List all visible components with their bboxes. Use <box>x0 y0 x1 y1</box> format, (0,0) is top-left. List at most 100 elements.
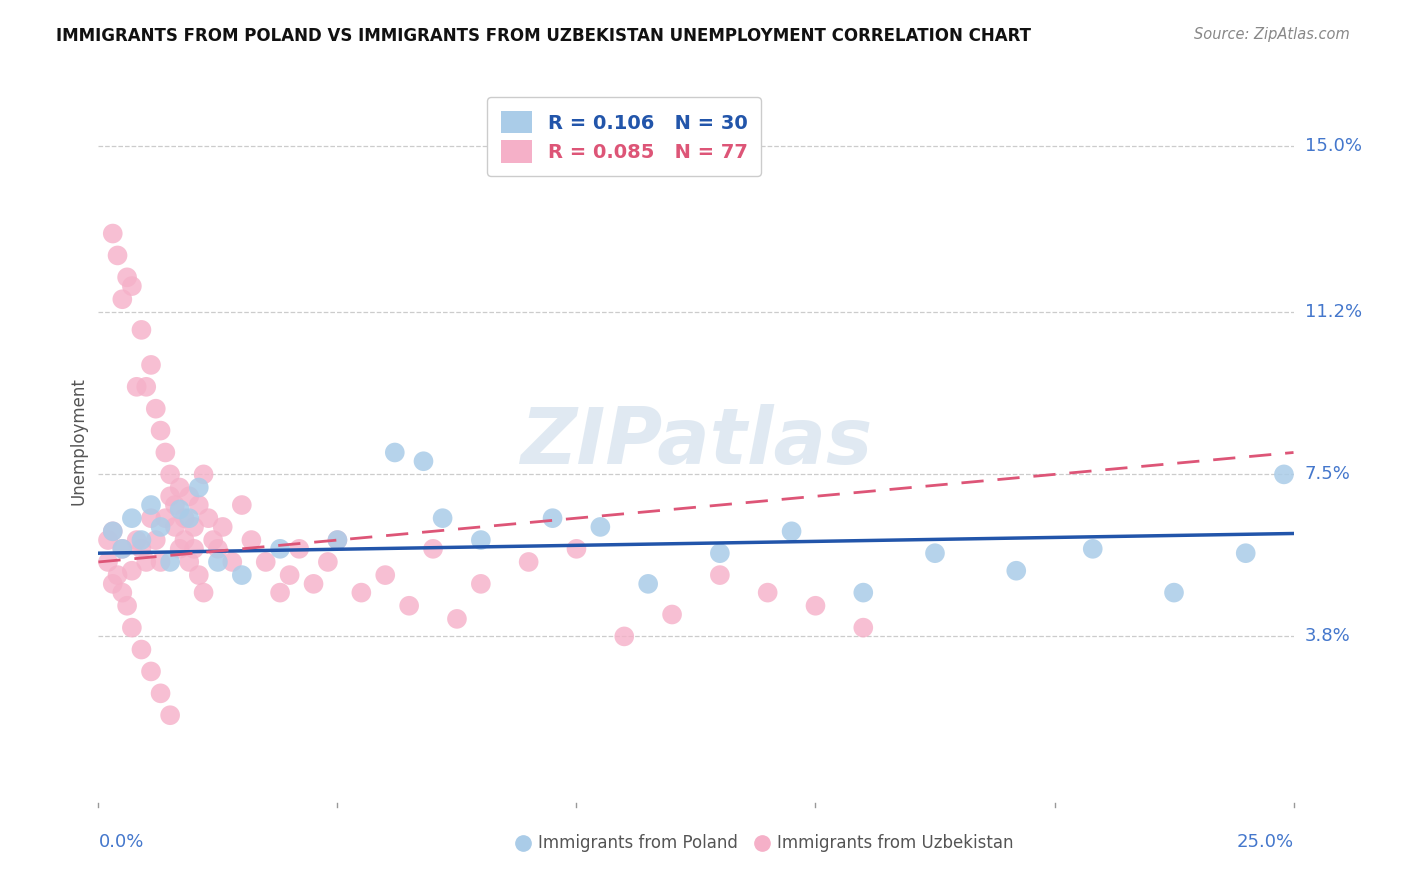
Point <box>149 424 172 438</box>
Point <box>163 498 186 512</box>
Point <box>565 541 588 556</box>
Point <box>125 380 148 394</box>
Point <box>398 599 420 613</box>
Point <box>107 568 129 582</box>
Point <box>278 568 301 582</box>
Y-axis label: Unemployment: Unemployment <box>69 377 87 506</box>
Point <box>169 502 191 516</box>
Point <box>613 629 636 643</box>
Point <box>1005 564 1028 578</box>
Point <box>231 498 253 512</box>
Text: ZIPatlas: ZIPatlas <box>520 403 872 480</box>
Text: Immigrants from Uzbekistan: Immigrants from Uzbekistan <box>778 833 1014 852</box>
Point <box>149 520 172 534</box>
Point <box>924 546 946 560</box>
Point <box>432 511 454 525</box>
Point <box>187 481 209 495</box>
Point <box>111 541 134 556</box>
Point <box>173 511 195 525</box>
Point <box>169 481 191 495</box>
Text: 15.0%: 15.0% <box>1305 137 1361 155</box>
Point <box>115 599 138 613</box>
Point <box>240 533 263 547</box>
Point <box>470 577 492 591</box>
Point <box>149 555 172 569</box>
Point <box>709 568 731 582</box>
Point <box>288 541 311 556</box>
Point <box>145 533 167 547</box>
Point <box>183 520 205 534</box>
Point <box>179 511 201 525</box>
Point <box>541 511 564 525</box>
Point <box>139 511 162 525</box>
Point <box>131 533 153 547</box>
Point <box>101 227 124 241</box>
Point <box>163 520 186 534</box>
Point <box>661 607 683 622</box>
Point <box>149 686 172 700</box>
Point <box>159 467 181 482</box>
Point <box>709 546 731 560</box>
Point <box>183 541 205 556</box>
Point <box>756 585 779 599</box>
Point <box>131 323 153 337</box>
Point <box>193 467 215 482</box>
Point <box>159 555 181 569</box>
Point <box>187 568 209 582</box>
Point <box>221 555 243 569</box>
Point <box>97 533 120 547</box>
Point <box>115 270 138 285</box>
Point <box>269 585 291 599</box>
Text: 3.8%: 3.8% <box>1305 627 1350 646</box>
Point <box>179 489 201 503</box>
Point <box>517 555 540 569</box>
Point <box>135 555 157 569</box>
Legend: R = 0.106   N = 30, R = 0.085   N = 77: R = 0.106 N = 30, R = 0.085 N = 77 <box>488 97 761 177</box>
Text: Source: ZipAtlas.com: Source: ZipAtlas.com <box>1194 27 1350 42</box>
Text: 0.0%: 0.0% <box>98 833 143 851</box>
Point <box>187 498 209 512</box>
Point <box>135 380 157 394</box>
Point <box>446 612 468 626</box>
Point <box>121 279 143 293</box>
Point <box>111 541 134 556</box>
Point <box>1163 585 1185 599</box>
Point <box>169 541 191 556</box>
Point <box>207 555 229 569</box>
Point <box>111 292 134 306</box>
Point <box>197 511 219 525</box>
Point <box>145 401 167 416</box>
Point <box>155 511 177 525</box>
Text: 11.2%: 11.2% <box>1305 303 1362 321</box>
Point <box>207 541 229 556</box>
Point <box>159 489 181 503</box>
Point <box>637 577 659 591</box>
Point <box>107 248 129 262</box>
Text: 25.0%: 25.0% <box>1236 833 1294 851</box>
Point <box>121 564 143 578</box>
Point <box>326 533 349 547</box>
Point <box>302 577 325 591</box>
Point <box>384 445 406 459</box>
Point <box>852 621 875 635</box>
Point <box>202 533 225 547</box>
Point <box>155 445 177 459</box>
Point <box>101 577 124 591</box>
Point <box>1234 546 1257 560</box>
Point <box>804 599 827 613</box>
Point <box>139 498 162 512</box>
Point <box>173 533 195 547</box>
Point <box>125 533 148 547</box>
Point <box>852 585 875 599</box>
Point <box>412 454 434 468</box>
Point <box>121 621 143 635</box>
Point <box>269 541 291 556</box>
Point <box>422 541 444 556</box>
Point <box>350 585 373 599</box>
Point <box>1081 541 1104 556</box>
Point <box>179 555 201 569</box>
Point <box>254 555 277 569</box>
Point <box>121 511 143 525</box>
Point <box>111 585 134 599</box>
Text: 7.5%: 7.5% <box>1305 466 1351 483</box>
